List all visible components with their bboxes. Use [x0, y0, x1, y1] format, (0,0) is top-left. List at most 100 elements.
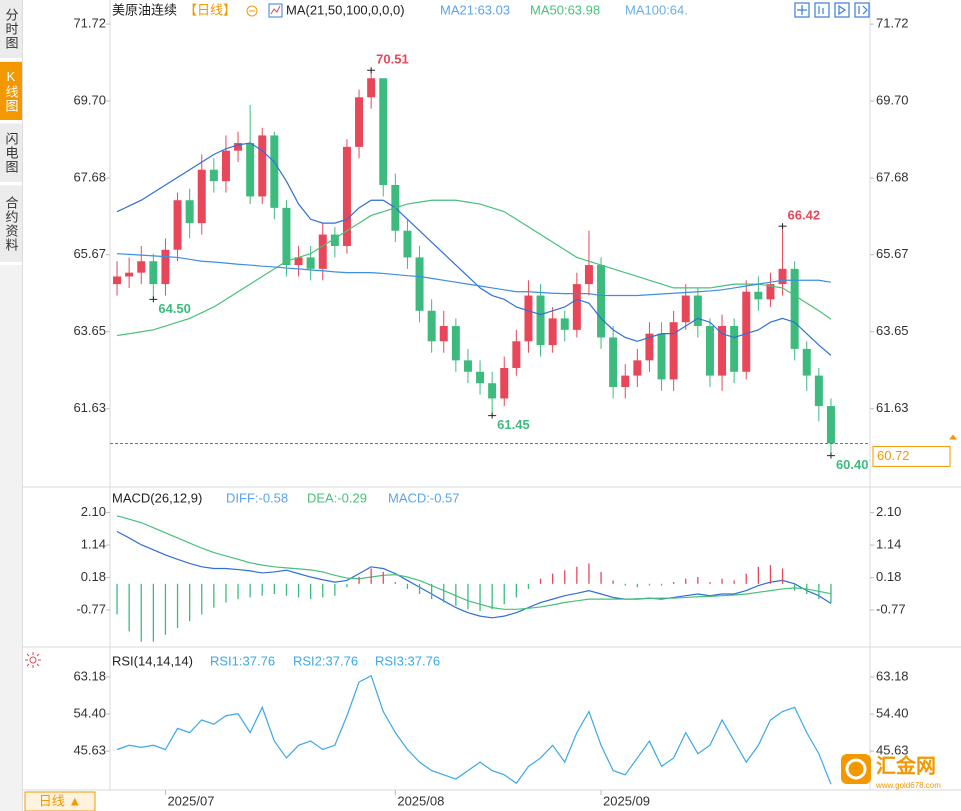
- ma-line: [116, 142, 832, 356]
- toolbar[interactable]: [794, 2, 870, 18]
- extreme-label: 61.45: [497, 417, 530, 432]
- y-tick-label: 71.72: [73, 16, 106, 31]
- y-tick-label: 61.63: [73, 400, 106, 415]
- header-icons[interactable]: [246, 3, 283, 18]
- candle-body: [814, 375, 823, 407]
- extreme-label: 64.50: [158, 301, 191, 316]
- candle-body: [476, 371, 485, 384]
- candle-body: [342, 146, 351, 246]
- candle-body: [536, 295, 545, 346]
- candle-body: [330, 234, 339, 246]
- extreme-label: 66.42: [788, 208, 821, 223]
- period-button-label[interactable]: 日线 ▲: [39, 793, 81, 808]
- y-tick-label: 1.14: [81, 537, 106, 552]
- y-tick-label: 45.63: [73, 742, 106, 757]
- y-tick-label: 2.10: [81, 504, 106, 519]
- y-tick-label: 63.65: [73, 323, 106, 338]
- panel-title: RSI(14,14,14): [112, 653, 193, 668]
- frame: [22, 0, 961, 791]
- candle-body: [742, 291, 751, 372]
- candle-body: [705, 326, 714, 376]
- tab[interactable]: 闪电图: [0, 124, 22, 185]
- y-tick-label-right: 69.70: [876, 93, 909, 108]
- ma-line: [117, 253, 832, 297]
- y-tick-label-right: 61.63: [876, 400, 909, 415]
- candle-body: [125, 272, 134, 277]
- x-tick-label: 2025/09: [603, 793, 650, 808]
- candle-body: [572, 284, 581, 330]
- macd-line: [116, 530, 832, 619]
- period-label: 【日线】: [184, 2, 236, 17]
- legend-entry: MA100:64.: [625, 2, 688, 17]
- candle-body: [512, 341, 521, 368]
- candle-body: [173, 200, 182, 250]
- tab[interactable]: 合约资料: [0, 186, 22, 265]
- candle-body: [415, 257, 424, 311]
- y-tick-label: 69.70: [73, 93, 106, 108]
- candle-body: [826, 406, 835, 444]
- candle-body: [403, 230, 412, 258]
- legend-entry: MA21:63.03: [440, 2, 510, 17]
- instrument-title: 美原油连续: [112, 2, 177, 17]
- candle-body: [451, 326, 460, 361]
- candle-body: [681, 295, 690, 323]
- y-tick-label-right: -0.77: [876, 601, 906, 616]
- candle-body: [209, 169, 218, 182]
- candle-body: [318, 234, 327, 269]
- candle-body: [524, 295, 533, 342]
- candle-body: [584, 265, 593, 285]
- extreme-label: 70.51: [376, 52, 409, 67]
- tab-active[interactable]: K线图: [0, 62, 22, 123]
- period-button[interactable]: [24, 791, 96, 811]
- panel-title: MACD(26,12,9): [112, 490, 202, 505]
- y-tick-label: 0.18: [81, 569, 106, 584]
- rsi-line: [116, 674, 832, 785]
- indicator-label: MA(21,50,100,0,0,0): [286, 2, 405, 17]
- candle-body: [113, 276, 122, 285]
- candle-body: [754, 291, 763, 300]
- legend-entry: MACD:-0.57: [388, 490, 460, 505]
- candle-body: [258, 135, 267, 197]
- candle-body: [488, 383, 497, 399]
- legend-entry: DEA:-0.29: [307, 490, 367, 505]
- candle-body: [463, 360, 472, 372]
- y-tick-label-right: 67.68: [876, 170, 909, 185]
- candle-body: [693, 295, 702, 327]
- legend-entry: DIFF:-0.58: [226, 490, 288, 505]
- watermark: 汇金网 www.gold678.com: [841, 753, 941, 790]
- candle-body: [645, 333, 654, 361]
- candle-body: [548, 318, 557, 346]
- last-price-arrow: [949, 434, 957, 440]
- y-tick-label: -0.77: [76, 601, 106, 616]
- candle-body: [669, 322, 678, 380]
- y-tick-label: 67.68: [73, 170, 106, 185]
- macd-line: [116, 515, 832, 610]
- sidebar: 分时图 K线图 闪电图 合约资料: [0, 0, 23, 811]
- legend-entry: RSI1:37.76: [210, 653, 275, 668]
- candle-body: [778, 268, 787, 285]
- y-tick-label-right: 45.63: [876, 742, 909, 757]
- x-tick-label: 2025/08: [397, 793, 444, 808]
- x-tick-label: 2025/07: [167, 793, 214, 808]
- candle-body: [197, 169, 206, 224]
- y-tick-label-right: 65.67: [876, 246, 909, 261]
- candle-body: [221, 150, 230, 182]
- candle-body: [246, 143, 255, 197]
- candle-body: [621, 375, 630, 388]
- ma-line: [116, 199, 832, 337]
- tab[interactable]: 分时图: [0, 0, 22, 61]
- rsi-icon[interactable]: [25, 652, 41, 668]
- y-tick-label: 54.40: [73, 706, 106, 721]
- candle-body: [137, 261, 146, 273]
- candle-body: [633, 360, 642, 376]
- candle-body: [657, 333, 666, 380]
- legend-entry: RSI3:37.76: [375, 653, 440, 668]
- y-tick-label-right: 54.40: [876, 706, 909, 721]
- y-tick-label-right: 63.18: [876, 668, 909, 683]
- candle-body: [790, 268, 799, 349]
- candle-body: [597, 265, 606, 338]
- y-tick-label-right: 0.18: [876, 569, 901, 584]
- candle-body: [149, 261, 158, 285]
